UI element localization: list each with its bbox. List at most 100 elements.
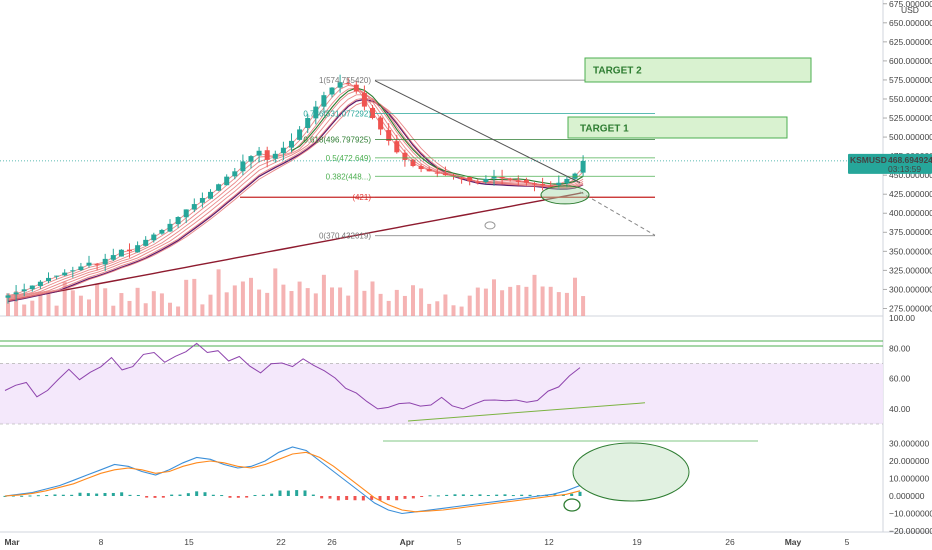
candle-body: [102, 258, 108, 265]
macd-histogram-bar: [286, 490, 290, 496]
volume-bar: [321, 274, 326, 316]
volume-bar: [111, 305, 116, 316]
candle-body: [540, 183, 546, 186]
candle-body: [78, 266, 84, 271]
macd-histogram-bar: [528, 494, 532, 496]
macd-histogram-bar: [11, 495, 15, 497]
macd-histogram-bar: [261, 494, 265, 496]
volume-bar: [232, 285, 237, 316]
volume-bar: [192, 278, 197, 316]
macd-cross-marker: [563, 498, 581, 512]
volume-bar: [402, 295, 407, 316]
volume-bar: [70, 290, 75, 316]
macd-histogram-bar: [45, 495, 49, 497]
candle-body: [127, 249, 132, 252]
volume-bar: [289, 291, 294, 316]
time-tick-label: May: [785, 537, 802, 547]
candle-body: [264, 150, 270, 160]
volume-bar: [459, 306, 464, 316]
candle-body: [70, 270, 76, 272]
candle-body: [175, 217, 181, 225]
macd-tick-label: 30.000000: [889, 439, 929, 449]
candle-body: [467, 177, 473, 182]
volume-bar: [176, 306, 181, 316]
volume-bar: [532, 274, 537, 316]
candle-body: [191, 204, 197, 210]
candle-body: [199, 197, 205, 203]
volume-bar: [297, 281, 302, 316]
volume-bar: [354, 270, 359, 316]
volume-bar: [127, 300, 132, 316]
macd-histogram-bar: [520, 494, 524, 496]
volume-bar: [46, 292, 51, 316]
candle-body: [280, 147, 286, 154]
volume-bar: [6, 293, 10, 316]
price-badge: [848, 153, 932, 174]
macd-histogram-bar: [211, 494, 215, 496]
macd-histogram-bar: [186, 493, 190, 496]
volume-bar: [516, 285, 521, 316]
volume-bar: [370, 281, 375, 316]
candle-body: [532, 183, 537, 185]
fib-level-label: 0(370.432019): [319, 232, 371, 241]
macd-tick-label: 10.000000: [889, 474, 929, 484]
price-tick-label: 275.000000: [889, 303, 932, 313]
macd-target-ellipse: [572, 442, 690, 502]
descending-trendline: [374, 80, 581, 184]
candle-body: [580, 160, 586, 173]
candle-body: [556, 182, 562, 186]
macd-histogram-bar: [203, 492, 207, 496]
ma-200-line: [7, 191, 584, 302]
candle-body: [394, 141, 400, 153]
candle-body: [272, 153, 278, 159]
volume-bar: [508, 286, 513, 316]
macd-histogram-bar: [511, 495, 515, 497]
volume-bar: [265, 292, 270, 316]
volume-bar: [208, 294, 213, 316]
ema-ribbon-line: [7, 84, 584, 297]
candle-body: [515, 180, 521, 182]
candle-body: [353, 84, 359, 92]
volume-bar: [427, 303, 432, 316]
candle-body: [386, 130, 392, 141]
macd-histogram-bar: [178, 494, 182, 496]
candle-body: [151, 234, 157, 241]
volume-bar: [548, 286, 553, 316]
volume-bar: [54, 305, 59, 316]
candle-body: [475, 181, 481, 183]
macd-histogram-bar: [395, 496, 399, 501]
macd-histogram-bar: [420, 496, 424, 497]
volume-bar: [435, 301, 440, 316]
price-badge-value: 468.694924: [888, 155, 932, 165]
price-tick-label: 525.000000: [889, 113, 932, 123]
candle-body: [54, 275, 60, 277]
candle-body: [337, 82, 343, 88]
macd-histogram-bar: [561, 494, 565, 496]
volume-bar: [573, 277, 577, 316]
low-marker-ellipse: [484, 221, 496, 230]
candle-body: [183, 209, 189, 218]
fib-level-label: 0.5(472.649): [326, 154, 372, 163]
candle-body: [94, 264, 100, 266]
breakout-ellipse: [540, 185, 590, 205]
ema-ribbon-line: [7, 90, 584, 299]
macd-histogram-bar: [145, 496, 149, 498]
rsi-tick-label: 100.00: [889, 313, 915, 323]
candle-body: [29, 285, 35, 290]
macd-histogram-bar: [328, 496, 332, 499]
macd-histogram-bar: [170, 494, 174, 496]
macd-histogram-bar: [445, 494, 449, 496]
price-tick-label: 550.000000: [889, 94, 932, 104]
time-tick-label: 26: [327, 537, 337, 547]
volume-bar: [313, 293, 318, 316]
macd-histogram-bar: [320, 496, 324, 499]
volume-bar: [62, 281, 67, 316]
macd-histogram-bar: [153, 496, 157, 498]
volume-bar: [411, 285, 415, 316]
volume-bar: [38, 294, 43, 316]
candle-body: [118, 249, 124, 257]
volume-bar: [14, 291, 19, 316]
candle-body: [321, 95, 327, 107]
candle-body: [434, 172, 440, 174]
